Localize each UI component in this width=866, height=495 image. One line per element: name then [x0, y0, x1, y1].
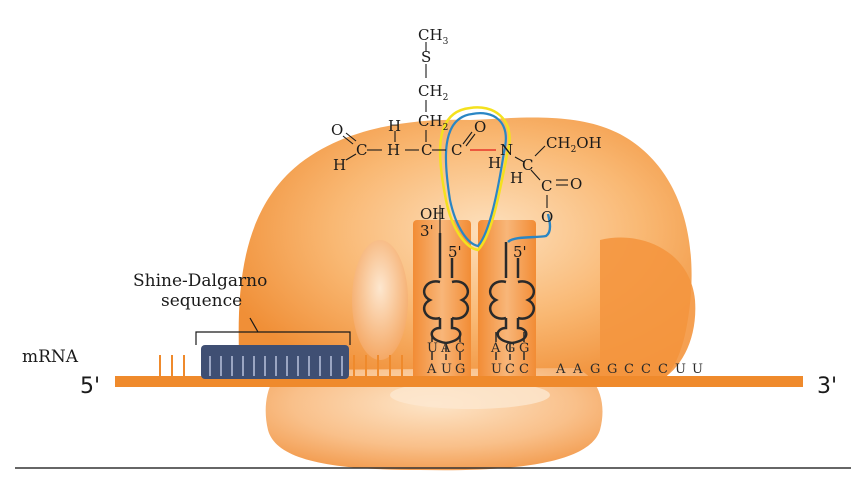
- c-serine-label: C: [522, 156, 533, 174]
- downstream-base-5: C: [624, 362, 634, 377]
- downstream-base-9: U: [692, 362, 703, 377]
- codon-right-1: U: [491, 362, 502, 377]
- shine-dalgarno-title: Shine-Dalgarno: [133, 271, 267, 291]
- n-label: N: [500, 141, 513, 159]
- codon-left-1: A: [426, 362, 437, 377]
- codon-left-3: G: [455, 362, 465, 377]
- ch3-label: CH3: [418, 26, 449, 47]
- codon-left-2: U: [441, 362, 452, 377]
- o-ester-double-label: O: [570, 175, 582, 193]
- h-serine-label: H: [510, 169, 523, 187]
- trna-right-anticodon-1: A: [490, 341, 501, 356]
- c-alpha-label: C: [421, 141, 432, 159]
- ch2-lower-label: CH2: [418, 112, 448, 133]
- h-aldehyde-label: H: [333, 156, 346, 174]
- downstream-base-3: G: [590, 362, 600, 377]
- highlight-yellow-loop: [438, 106, 511, 252]
- trna-right-cloverleaf: [488, 242, 536, 345]
- trna-left-anticodon-2: A: [440, 341, 451, 356]
- c-aldehyde-label: C: [356, 141, 367, 159]
- trna-right-anticodon-ticks: [495, 332, 525, 360]
- downstream-base-2: A: [572, 362, 583, 377]
- right-lobe: [600, 237, 696, 385]
- shine-dalgarno-bracket: [195, 317, 351, 345]
- downstream-base-8: U: [675, 362, 686, 377]
- c-carbonyl-label: C: [451, 141, 462, 159]
- trna-left-3prime-label: 3': [420, 222, 434, 240]
- shine-dalgarno-ticks: [209, 356, 343, 376]
- exit-site-bulge: [352, 240, 408, 360]
- trna-left-anticodon-3: C: [455, 341, 465, 356]
- c-ester-label: C: [541, 177, 552, 195]
- trna-left-5prime-label: 5': [448, 243, 462, 261]
- h-mid-label: H: [387, 141, 400, 159]
- codon-right-3: C: [519, 362, 529, 377]
- trna-left-anticodon-ticks: [431, 332, 461, 360]
- highlight-blue-loop: [444, 112, 507, 248]
- mrna-base-ticks: [159, 355, 403, 377]
- shine-dalgarno-subtitle: sequence: [161, 291, 242, 311]
- h-top-label: H: [388, 117, 401, 135]
- trna-right-5prime-label: 5': [513, 243, 527, 261]
- mrna-label: mRNA: [22, 347, 79, 367]
- o-carbonyl-label: O: [474, 118, 486, 136]
- o-left-label: O: [331, 121, 343, 139]
- codon-right-2: C: [505, 362, 515, 377]
- five-prime-end-label: 5': [80, 374, 100, 399]
- downstream-base-7: C: [658, 362, 668, 377]
- ch2-upper-label: CH2: [418, 82, 448, 103]
- trna-left-anticodon-1: U: [427, 341, 438, 356]
- trna-right-anticodon-3: G: [519, 341, 529, 356]
- downstream-base-4: G: [607, 362, 617, 377]
- sulfur-label: S: [421, 48, 431, 66]
- h-n-label: H: [488, 154, 501, 172]
- downstream-base-1: A: [555, 362, 566, 377]
- three-prime-end-label: 3': [817, 374, 837, 399]
- molecule-bonds: [342, 42, 568, 233]
- highlight-blue-ester-link: [507, 213, 552, 243]
- mrna-strand: [115, 376, 803, 387]
- o-ester-label: O: [541, 208, 553, 226]
- trna-right-anticodon-2: G: [505, 341, 515, 356]
- downstream-base-6: C: [641, 362, 651, 377]
- trna-left-oh-label: OH: [420, 205, 445, 223]
- ch2oh-label: CH2OH: [546, 134, 602, 155]
